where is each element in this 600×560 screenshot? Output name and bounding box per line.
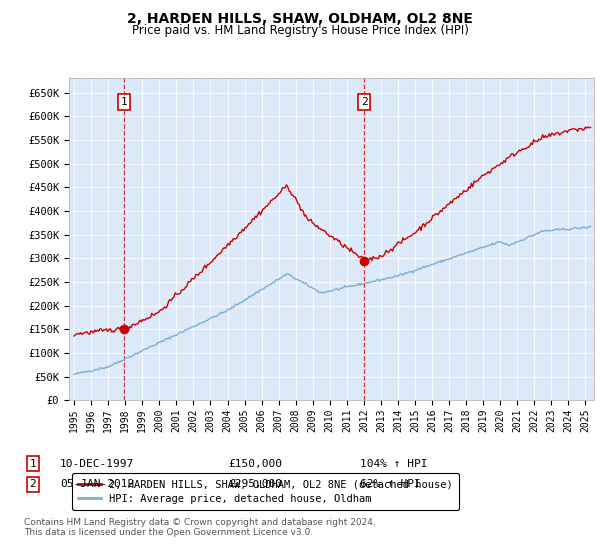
- Text: 1: 1: [29, 459, 37, 469]
- Text: 2: 2: [361, 97, 368, 107]
- Text: 104% ↑ HPI: 104% ↑ HPI: [360, 459, 427, 469]
- Text: Price paid vs. HM Land Registry's House Price Index (HPI): Price paid vs. HM Land Registry's House …: [131, 24, 469, 36]
- Text: 1: 1: [121, 97, 128, 107]
- Text: 10-DEC-1997: 10-DEC-1997: [60, 459, 134, 469]
- Text: Contains HM Land Registry data © Crown copyright and database right 2024.
This d: Contains HM Land Registry data © Crown c…: [24, 518, 376, 538]
- Text: £150,000: £150,000: [228, 459, 282, 469]
- Text: 2: 2: [29, 479, 37, 489]
- Text: 05-JAN-2012: 05-JAN-2012: [60, 479, 134, 489]
- Legend: 2, HARDEN HILLS, SHAW, OLDHAM, OL2 8NE (detached house), HPI: Average price, det: 2, HARDEN HILLS, SHAW, OLDHAM, OL2 8NE (…: [71, 473, 459, 510]
- Text: £295,000: £295,000: [228, 479, 282, 489]
- Text: 62% ↑ HPI: 62% ↑ HPI: [360, 479, 421, 489]
- Text: 2, HARDEN HILLS, SHAW, OLDHAM, OL2 8NE: 2, HARDEN HILLS, SHAW, OLDHAM, OL2 8NE: [127, 12, 473, 26]
